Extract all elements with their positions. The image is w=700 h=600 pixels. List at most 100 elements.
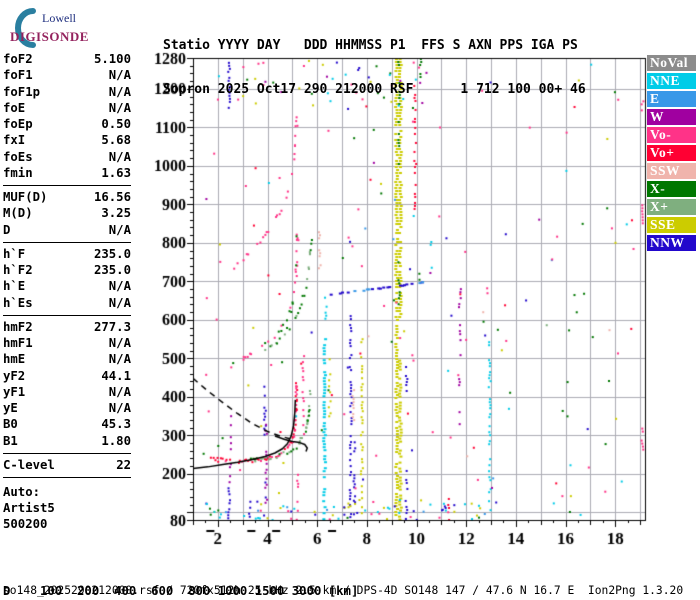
- param-row: yF1 N/A: [3, 384, 131, 400]
- param-row: foF2 5.100: [3, 51, 131, 67]
- param-label: yF1: [3, 384, 26, 399]
- param-label: foF1: [3, 68, 33, 83]
- header-fields-line: Statio YYYY DAY DDD HHMMSS P1 FFS S AXN …: [163, 38, 578, 53]
- param-value: 45.3: [101, 417, 131, 432]
- param-row: h`F2 235.0: [3, 262, 131, 278]
- param-row: foF1p N/A: [3, 84, 131, 100]
- param-label: foEs: [3, 149, 33, 164]
- separator: [3, 452, 131, 454]
- param-row: hmF2 277.3: [3, 319, 131, 335]
- param-value: N/A: [108, 149, 131, 164]
- param-value: N/A: [108, 222, 131, 237]
- param-label: M(D): [3, 206, 33, 221]
- param-row: foEp 0.50: [3, 116, 131, 132]
- param-value: 1.63: [101, 165, 131, 180]
- param-row: B0 45.3: [3, 416, 131, 432]
- param-row: fxI 5.68: [3, 132, 131, 148]
- param-label: foF2: [3, 52, 33, 66]
- param-value: 22: [116, 457, 131, 472]
- param-label: yE: [3, 401, 18, 415]
- param-value: 44.1: [101, 368, 131, 383]
- param-value: 3.25: [101, 206, 131, 221]
- param-row: hmE N/A: [3, 351, 131, 367]
- param-row: C-level 22: [3, 457, 131, 473]
- param-label: h`E: [3, 279, 26, 294]
- param-value: N/A: [108, 336, 131, 350]
- muf-table-d-line: D 100 200 400 600 800 1000 1500 3000 [km…: [3, 584, 359, 598]
- param-value: 0.50: [101, 117, 131, 131]
- autoscaling-line: 500200: [3, 517, 48, 532]
- param-value: N/A: [108, 295, 131, 310]
- legend-item-ssw: SSW: [647, 163, 696, 179]
- autoscaling-info: Auto: Artist5 500200: [3, 484, 131, 533]
- legend-item-sse: SSE: [647, 217, 696, 233]
- legend-item-nne: NNE: [647, 73, 696, 89]
- param-value: N/A: [108, 352, 131, 367]
- param-row: foF1 N/A: [3, 67, 131, 83]
- legend-item-e: E: [647, 91, 696, 107]
- param-row: M(D) 3.25: [3, 205, 131, 221]
- legend-item-x: X+: [647, 199, 696, 215]
- param-value: N/A: [108, 68, 131, 83]
- autoscaling-line: Artist5: [3, 501, 55, 516]
- param-value: 5.68: [101, 133, 131, 148]
- param-label: C-level: [3, 457, 55, 472]
- param-row: fmin 1.63: [3, 165, 131, 181]
- param-label: D: [3, 222, 11, 237]
- param-label: h`F2: [3, 263, 33, 277]
- legend-item-noval: NoVal: [647, 55, 696, 71]
- parameter-panel: foF2 5.100 foF1 N/A foF1p N/A foE N/A foEp 0.50 fx…: [3, 51, 131, 533]
- logo-swoosh-icon: [15, 8, 36, 48]
- param-value: 235.0: [93, 246, 131, 261]
- separator: [3, 185, 131, 186]
- param-label: h`F: [3, 246, 26, 261]
- param-value: N/A: [108, 279, 131, 294]
- autoscaling-line: Auto:: [3, 485, 41, 499]
- legend-item-w: W: [647, 109, 696, 125]
- legend-item-vo: Vo-: [647, 127, 696, 143]
- param-label: foEp: [3, 117, 33, 131]
- separator: [3, 241, 131, 243]
- status-line: so148_2025290212000.rsf / 720fx512h 25 k…: [3, 584, 684, 597]
- param-value: N/A: [108, 100, 131, 115]
- separator: [3, 477, 131, 478]
- logo-digisonde-text: DIGISONDE: [10, 29, 89, 44]
- param-value: N/A: [108, 401, 131, 415]
- param-value: 277.3: [93, 319, 131, 334]
- separator: [3, 314, 131, 316]
- muf-distance-table: D 100 200 400 600 800 1000 1500 3000 [km…: [3, 553, 366, 600]
- echo-direction-legend: NoVal NNE E W Vo- Vo+ SSW X- X+ SSE NNW: [647, 55, 696, 253]
- legend-item-nnw: NNW: [647, 235, 696, 251]
- legend-item-vo: Vo+: [647, 145, 696, 161]
- param-row: h`E N/A: [3, 278, 131, 294]
- param-row: B1 1.80: [3, 433, 131, 449]
- logo-lowell-text: Lowell: [42, 11, 76, 25]
- param-value: N/A: [108, 84, 131, 99]
- param-value: N/A: [108, 384, 131, 399]
- param-row: MUF(D) 16.56: [3, 189, 131, 205]
- param-label: foE: [3, 100, 26, 115]
- param-row: hmF1 N/A: [3, 335, 131, 351]
- param-label: MUF(D): [3, 190, 48, 204]
- param-value: 1.80: [101, 433, 131, 448]
- param-label: yF2: [3, 368, 26, 383]
- param-value: 5.100: [93, 52, 131, 66]
- param-row: yE N/A: [3, 400, 131, 416]
- param-label: B1: [3, 433, 18, 448]
- param-row: h`Es N/A: [3, 295, 131, 311]
- param-label: hmE: [3, 352, 26, 367]
- legend-item-x: X-: [647, 181, 696, 197]
- param-row: D N/A: [3, 222, 131, 238]
- param-label: fxI: [3, 133, 26, 148]
- param-row: h`F 235.0: [3, 246, 131, 262]
- param-label: hmF2: [3, 319, 33, 334]
- param-value: 16.56: [93, 190, 131, 204]
- param-label: fmin: [3, 165, 33, 180]
- measurement-header: Statio YYYY DAY DDD HHMMSS P1 FFS S AXN …: [163, 10, 586, 126]
- param-label: h`Es: [3, 295, 33, 310]
- param-label: hmF1: [3, 336, 33, 350]
- lowell-digisonde-logo: Lowell DIGISONDE: [6, 5, 126, 49]
- param-row: yF2 44.1: [3, 368, 131, 384]
